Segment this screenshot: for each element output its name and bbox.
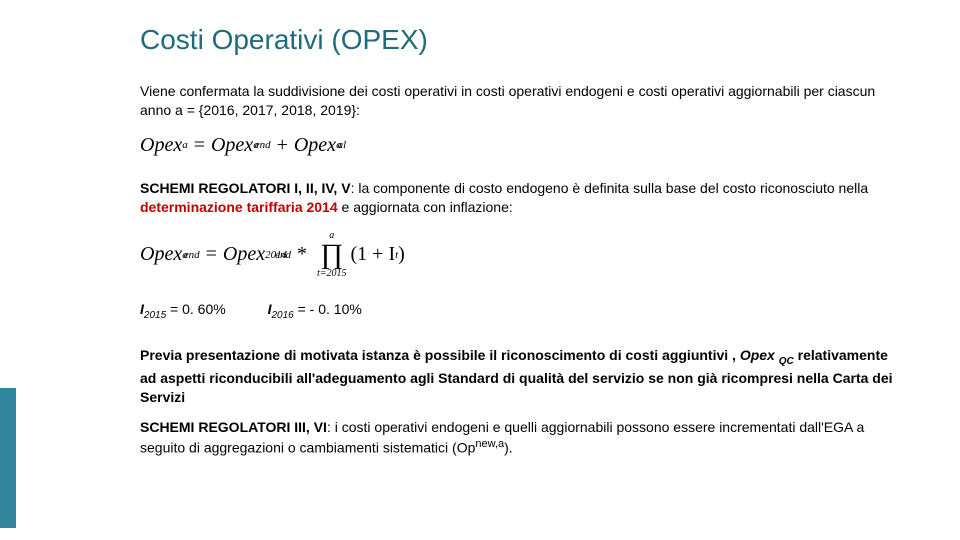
f2-factor-open: (1 + I [351,243,396,266]
schemi1-highlight: determinazione tariffaria 2014 [140,199,338,215]
plus-icon: + [277,134,288,157]
f2-rhs-sub: end [275,249,291,261]
slide-content: Costi Operativi (OPEX) Viene confermata … [0,0,960,458]
intro-paragraph: Viene confermata la suddivisione dei cos… [140,82,900,120]
i2016: I2016 = - 0. 10% [268,301,362,321]
f2-rhs-base: Opex [223,243,265,266]
f1-r1-base: Opex [211,134,253,157]
schemi-1-paragraph: SCHEMI REGOLATORI I, II, IV, V: la compo… [140,179,900,217]
schemi1-text: : la componente di costo endogeno è defi… [351,180,869,196]
i2015-val: = 0. 60% [166,301,226,317]
equals-icon: = [206,243,217,266]
schemi2-tail: ). [504,440,513,456]
prod-lower: t=2015 [317,269,347,279]
schemi2-sup: new,a [475,438,504,450]
f1-lhs-sup: a [182,139,188,151]
schemi1-label: SCHEMI REGOLATORI I, II, IV, V [140,180,351,196]
note-paragraph: Previa presentazione di motivata istanza… [140,346,900,406]
notes-block: Previa presentazione di motivata istanza… [140,346,900,458]
pi-icon: ∏ [320,241,343,269]
inflation-indices: I2015 = 0. 60% I2016 = - 0. 10% [140,301,900,321]
formula-opex-split: Opexa = Opexaend + Opexaal [140,134,900,157]
slide-accent-bar [0,388,16,528]
schemi2-label: SCHEMI REGOLATORI III, VI [140,419,327,435]
note-opex-sub: QC [779,356,794,367]
note-pre: Previa presentazione di motivata istanza… [140,347,740,363]
note-opex: Opex [740,347,779,363]
f1-r2-sub: al [338,139,347,151]
f2-lhs-sub: end [184,249,200,261]
i2016-sub: 2016 [271,309,293,320]
i2015: I2015 = 0. 60% [140,301,226,321]
formula-opex-end: Opexaend = Opex2014end * a ∏ t=2015 (1 +… [140,231,900,279]
schemi-2-paragraph: SCHEMI REGOLATORI III, VI: i costi opera… [140,418,900,457]
f1-lhs-base: Opex [140,134,182,157]
star-icon: * [297,243,307,266]
i2016-val: = - 0. 10% [294,301,362,317]
schemi1-tail: e aggiornata con inflazione: [338,199,513,215]
f1-r1-sub: end [255,139,271,151]
f2-lhs-base: Opex [140,243,182,266]
i2015-sub: 2015 [144,309,166,320]
page-title: Costi Operativi (OPEX) [140,24,900,56]
f2-factor-close: ) [398,243,405,266]
equals-icon: = [194,134,205,157]
f1-r2-base: Opex [294,134,336,157]
product-symbol: a ∏ t=2015 [317,231,347,279]
